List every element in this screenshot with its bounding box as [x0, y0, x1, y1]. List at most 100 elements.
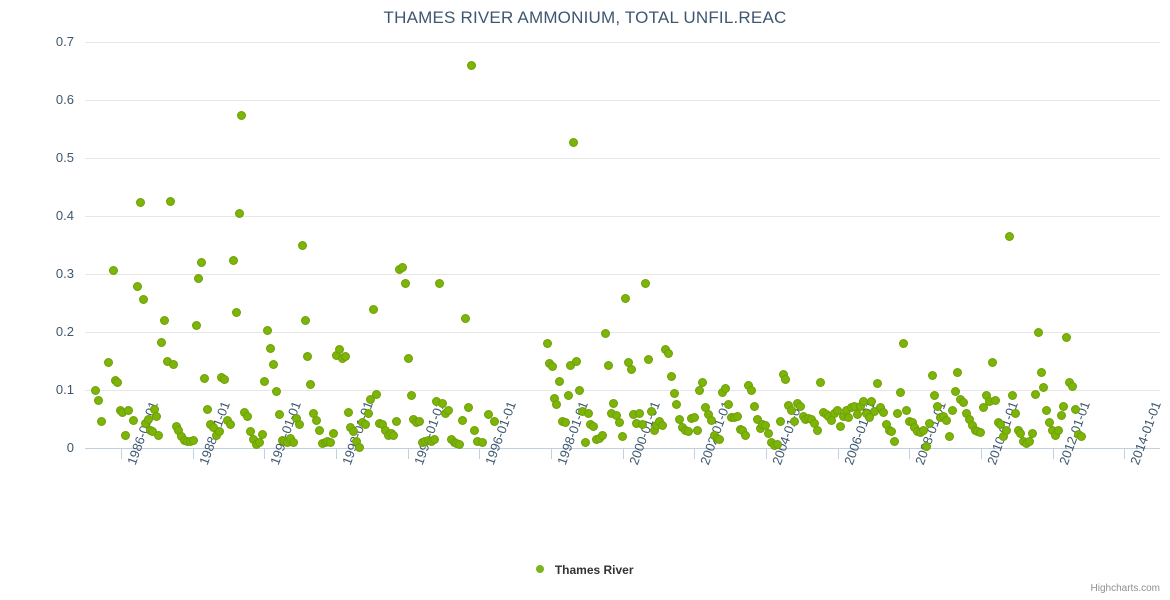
data-point[interactable]	[1071, 406, 1079, 414]
data-point[interactable]	[470, 427, 478, 435]
data-point[interactable]	[925, 420, 933, 428]
data-point[interactable]	[653, 421, 661, 429]
data-point[interactable]	[110, 267, 118, 275]
data-point[interactable]	[874, 379, 882, 387]
data-point[interactable]	[891, 438, 899, 446]
data-point[interactable]	[459, 417, 467, 425]
data-point[interactable]	[1063, 334, 1071, 342]
data-point[interactable]	[945, 432, 953, 440]
data-point[interactable]	[330, 430, 338, 437]
data-point[interactable]	[307, 380, 315, 388]
data-point[interactable]	[834, 406, 841, 414]
data-point[interactable]	[877, 403, 884, 411]
credits-link[interactable]: Highcharts.com	[1090, 583, 1160, 594]
data-point[interactable]	[201, 375, 209, 383]
data-point[interactable]	[630, 411, 638, 419]
data-point[interactable]	[416, 417, 424, 425]
data-point[interactable]	[619, 432, 626, 440]
data-point[interactable]	[226, 421, 234, 429]
data-point[interactable]	[647, 407, 655, 415]
data-point[interactable]	[401, 280, 409, 288]
data-point[interactable]	[920, 426, 927, 434]
data-point[interactable]	[381, 427, 389, 435]
data-point[interactable]	[745, 381, 753, 389]
data-point[interactable]	[1031, 391, 1039, 399]
data-point[interactable]	[484, 410, 492, 418]
data-point[interactable]	[1006, 232, 1013, 240]
data-point[interactable]	[370, 306, 378, 314]
data-point[interactable]	[650, 426, 658, 434]
data-point[interactable]	[301, 316, 309, 324]
data-point[interactable]	[684, 428, 692, 436]
data-point[interactable]	[144, 416, 152, 424]
data-point[interactable]	[636, 410, 644, 418]
data-point[interactable]	[142, 419, 150, 427]
data-point[interactable]	[1034, 329, 1042, 337]
data-point[interactable]	[598, 431, 606, 439]
data-point[interactable]	[813, 427, 821, 435]
data-point[interactable]	[1017, 430, 1025, 437]
data-point[interactable]	[696, 387, 704, 395]
data-point[interactable]	[951, 387, 959, 395]
data-point[interactable]	[854, 410, 862, 418]
data-point[interactable]	[490, 418, 498, 426]
data-point[interactable]	[1060, 402, 1068, 410]
data-point[interactable]	[644, 356, 652, 364]
data-point[interactable]	[879, 409, 887, 417]
data-point[interactable]	[1049, 427, 1056, 435]
data-point[interactable]	[610, 399, 618, 407]
data-point[interactable]	[859, 398, 867, 406]
data-point[interactable]	[882, 421, 890, 429]
data-point[interactable]	[298, 241, 306, 249]
data-point[interactable]	[808, 415, 816, 423]
data-point[interactable]	[1037, 369, 1045, 377]
data-point[interactable]	[163, 357, 171, 365]
data-point[interactable]	[702, 403, 710, 411]
data-point[interactable]	[670, 389, 678, 397]
data-point[interactable]	[601, 330, 609, 338]
data-point[interactable]	[627, 366, 635, 374]
data-point[interactable]	[561, 418, 569, 426]
data-point[interactable]	[92, 386, 100, 394]
data-point[interactable]	[564, 391, 572, 399]
data-point[interactable]	[928, 372, 936, 379]
data-point[interactable]	[621, 294, 629, 302]
data-point[interactable]	[229, 256, 237, 264]
data-point[interactable]	[464, 403, 472, 411]
data-point[interactable]	[842, 406, 850, 414]
data-point[interactable]	[828, 416, 836, 424]
data-point[interactable]	[871, 407, 879, 415]
data-point[interactable]	[341, 353, 349, 361]
data-point[interactable]	[719, 388, 727, 396]
data-point[interactable]	[224, 416, 232, 424]
data-point[interactable]	[693, 426, 701, 434]
data-point[interactable]	[553, 401, 561, 408]
data-point[interactable]	[550, 395, 558, 403]
data-point[interactable]	[785, 402, 793, 410]
data-point[interactable]	[788, 407, 796, 415]
data-point[interactable]	[153, 412, 161, 420]
data-point[interactable]	[897, 389, 905, 397]
data-point[interactable]	[456, 441, 464, 449]
data-point[interactable]	[662, 345, 669, 353]
data-point[interactable]	[616, 418, 624, 426]
data-point[interactable]	[129, 417, 137, 425]
data-point[interactable]	[940, 412, 948, 420]
data-point[interactable]	[295, 420, 303, 428]
data-point[interactable]	[175, 427, 183, 435]
data-point[interactable]	[1040, 383, 1048, 391]
data-point[interactable]	[733, 412, 741, 420]
data-point[interactable]	[997, 421, 1005, 429]
data-point[interactable]	[839, 412, 847, 420]
data-point[interactable]	[607, 409, 615, 417]
data-point[interactable]	[908, 418, 916, 426]
data-point[interactable]	[292, 414, 300, 422]
data-point[interactable]	[1000, 432, 1008, 440]
data-point[interactable]	[304, 352, 312, 360]
data-point[interactable]	[983, 392, 991, 400]
data-point[interactable]	[367, 396, 375, 404]
data-point[interactable]	[344, 408, 352, 416]
data-point[interactable]	[133, 283, 141, 291]
data-point[interactable]	[816, 378, 824, 386]
data-point[interactable]	[125, 407, 133, 415]
